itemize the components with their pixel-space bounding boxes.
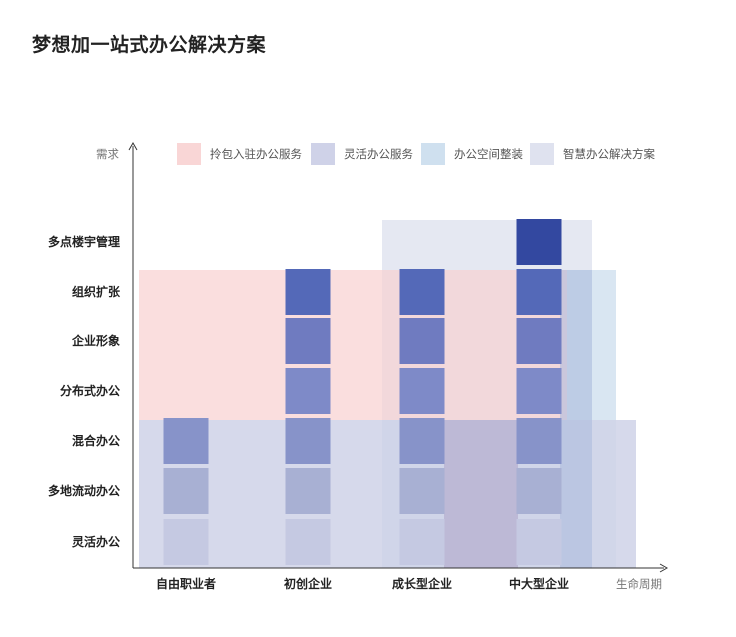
cell-中大型企业-多地流动办公 [516, 468, 562, 514]
band-overlap-shade-right [560, 270, 592, 568]
legend-label: 灵活办公服务 [344, 147, 413, 161]
legend-swatch [530, 143, 554, 165]
x-axis-arrow [659, 563, 669, 573]
y-tick-label: 企业形象 [71, 333, 120, 348]
cell-成长型企业-混合办公 [399, 418, 445, 464]
cell-成长型企业-组织扩张 [399, 269, 445, 315]
legend: 拎包入驻办公服务 灵活办公服务 办公空间整装 智慧办公解决方案 [177, 143, 655, 165]
y-axis-label: 需求 [96, 147, 119, 161]
cell-中大型企业-混合办公 [516, 418, 562, 464]
y-tick-label: 分布式办公 [60, 383, 120, 398]
cell-中大型企业-分布式办公 [516, 368, 562, 414]
cell-初创企业-企业形象 [285, 318, 331, 364]
cell-初创企业-分布式办公 [285, 368, 331, 414]
cell-自由职业者-多地流动办公 [163, 468, 209, 514]
legend-label: 办公空间整装 [454, 147, 523, 161]
legend-swatch [421, 143, 445, 165]
legend-swatch [177, 143, 201, 165]
cell-自由职业者-灵活办公 [163, 519, 209, 565]
x-tick-label: 成长型企业 [392, 576, 452, 591]
x-axis-label: 生命周期 [616, 577, 662, 591]
legend-label: 拎包入驻办公服务 [210, 147, 302, 161]
y-axis-arrow [128, 141, 138, 151]
axes [128, 141, 669, 573]
cell-中大型企业-灵活办公 [516, 519, 562, 565]
cell-成长型企业-灵活办公 [399, 519, 445, 565]
cell-中大型企业-多点楼宇管理 [516, 219, 562, 265]
cell-成长型企业-企业形象 [399, 318, 445, 364]
cell-初创企业-多地流动办公 [285, 468, 331, 514]
x-tick-label: 自由职业者 [156, 576, 216, 591]
x-tick-labels: 自由职业者 初创企业 成长型企业 中大型企业 [156, 576, 569, 591]
x-tick-label: 初创企业 [284, 576, 332, 591]
legend-swatch [311, 143, 335, 165]
y-tick-label: 多点楼宇管理 [48, 234, 120, 249]
y-tick-label: 组织扩张 [72, 284, 121, 299]
cell-成长型企业-多地流动办公 [399, 468, 445, 514]
demand-cells [163, 219, 562, 565]
x-tick-label: 中大型企业 [509, 576, 569, 591]
chart-title: 梦想加一站式办公解决方案 [32, 34, 267, 56]
y-tick-label: 灵活办公 [72, 534, 120, 549]
cell-中大型企业-组织扩张 [516, 269, 562, 315]
y-tick-labels: 灵活办公 多地流动办公 混合办公 分布式办公 企业形象 组织扩张 多点楼宇管理 [48, 234, 121, 549]
cell-自由职业者-混合办公 [163, 418, 209, 464]
cell-中大型企业-企业形象 [516, 318, 562, 364]
cell-成长型企业-分布式办公 [399, 368, 445, 414]
band-overlap-shade [444, 420, 518, 568]
y-tick-label: 混合办公 [72, 433, 120, 448]
band-拎包入驻办公服务 [139, 270, 567, 420]
cell-初创企业-组织扩张 [285, 269, 331, 315]
cell-初创企业-混合办公 [285, 418, 331, 464]
cell-初创企业-灵活办公 [285, 519, 331, 565]
legend-label: 智慧办公解决方案 [563, 147, 655, 161]
y-tick-label: 多地流动办公 [48, 483, 120, 498]
